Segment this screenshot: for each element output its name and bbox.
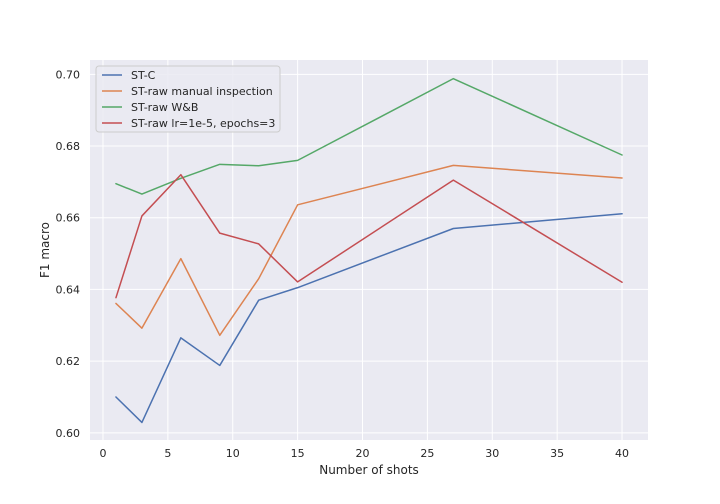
x-axis-label: Number of shots [319, 463, 419, 477]
x-tick-label: 25 [420, 447, 434, 460]
legend-label: ST-raw W&B [131, 101, 198, 114]
x-tick-labels: 0 5 10 15 20 25 30 35 40 [99, 447, 629, 460]
x-tick-label: 10 [226, 447, 240, 460]
legend-label: ST-raw manual inspection [131, 85, 273, 98]
x-tick-label: 0 [99, 447, 106, 460]
y-tick-label: 0.68 [56, 140, 81, 153]
series-line [115, 164, 623, 337]
legend-label: ST-raw lr=1e-5, epochs=3 [131, 117, 275, 130]
y-tick-labels: 0.60 0.62 0.64 0.66 0.68 0.70 [56, 68, 81, 439]
series-line [115, 77, 623, 195]
x-tick-label: 35 [550, 447, 564, 460]
y-tick-label: 0.64 [56, 283, 81, 296]
y-tick-label: 0.62 [56, 355, 81, 368]
x-tick-label: 5 [164, 447, 171, 460]
legend-box [95, 65, 281, 133]
x-tick-label: 40 [615, 447, 629, 460]
y-tick-label: 0.66 [56, 212, 81, 225]
y-tick-label: 0.70 [56, 68, 81, 81]
y-axis-label: F1 macro [38, 222, 52, 278]
y-tick-label: 0.60 [56, 427, 81, 440]
legend: ST-C ST-raw manual inspection ST-raw W&B ST… [95, 65, 281, 133]
series-line [115, 213, 623, 424]
legend-label: ST-C [131, 69, 156, 82]
x-tick-label: 30 [485, 447, 499, 460]
series-line [115, 173, 623, 299]
series-lines [115, 77, 623, 424]
x-tick-label: 15 [291, 447, 305, 460]
x-tick-label: 20 [356, 447, 370, 460]
